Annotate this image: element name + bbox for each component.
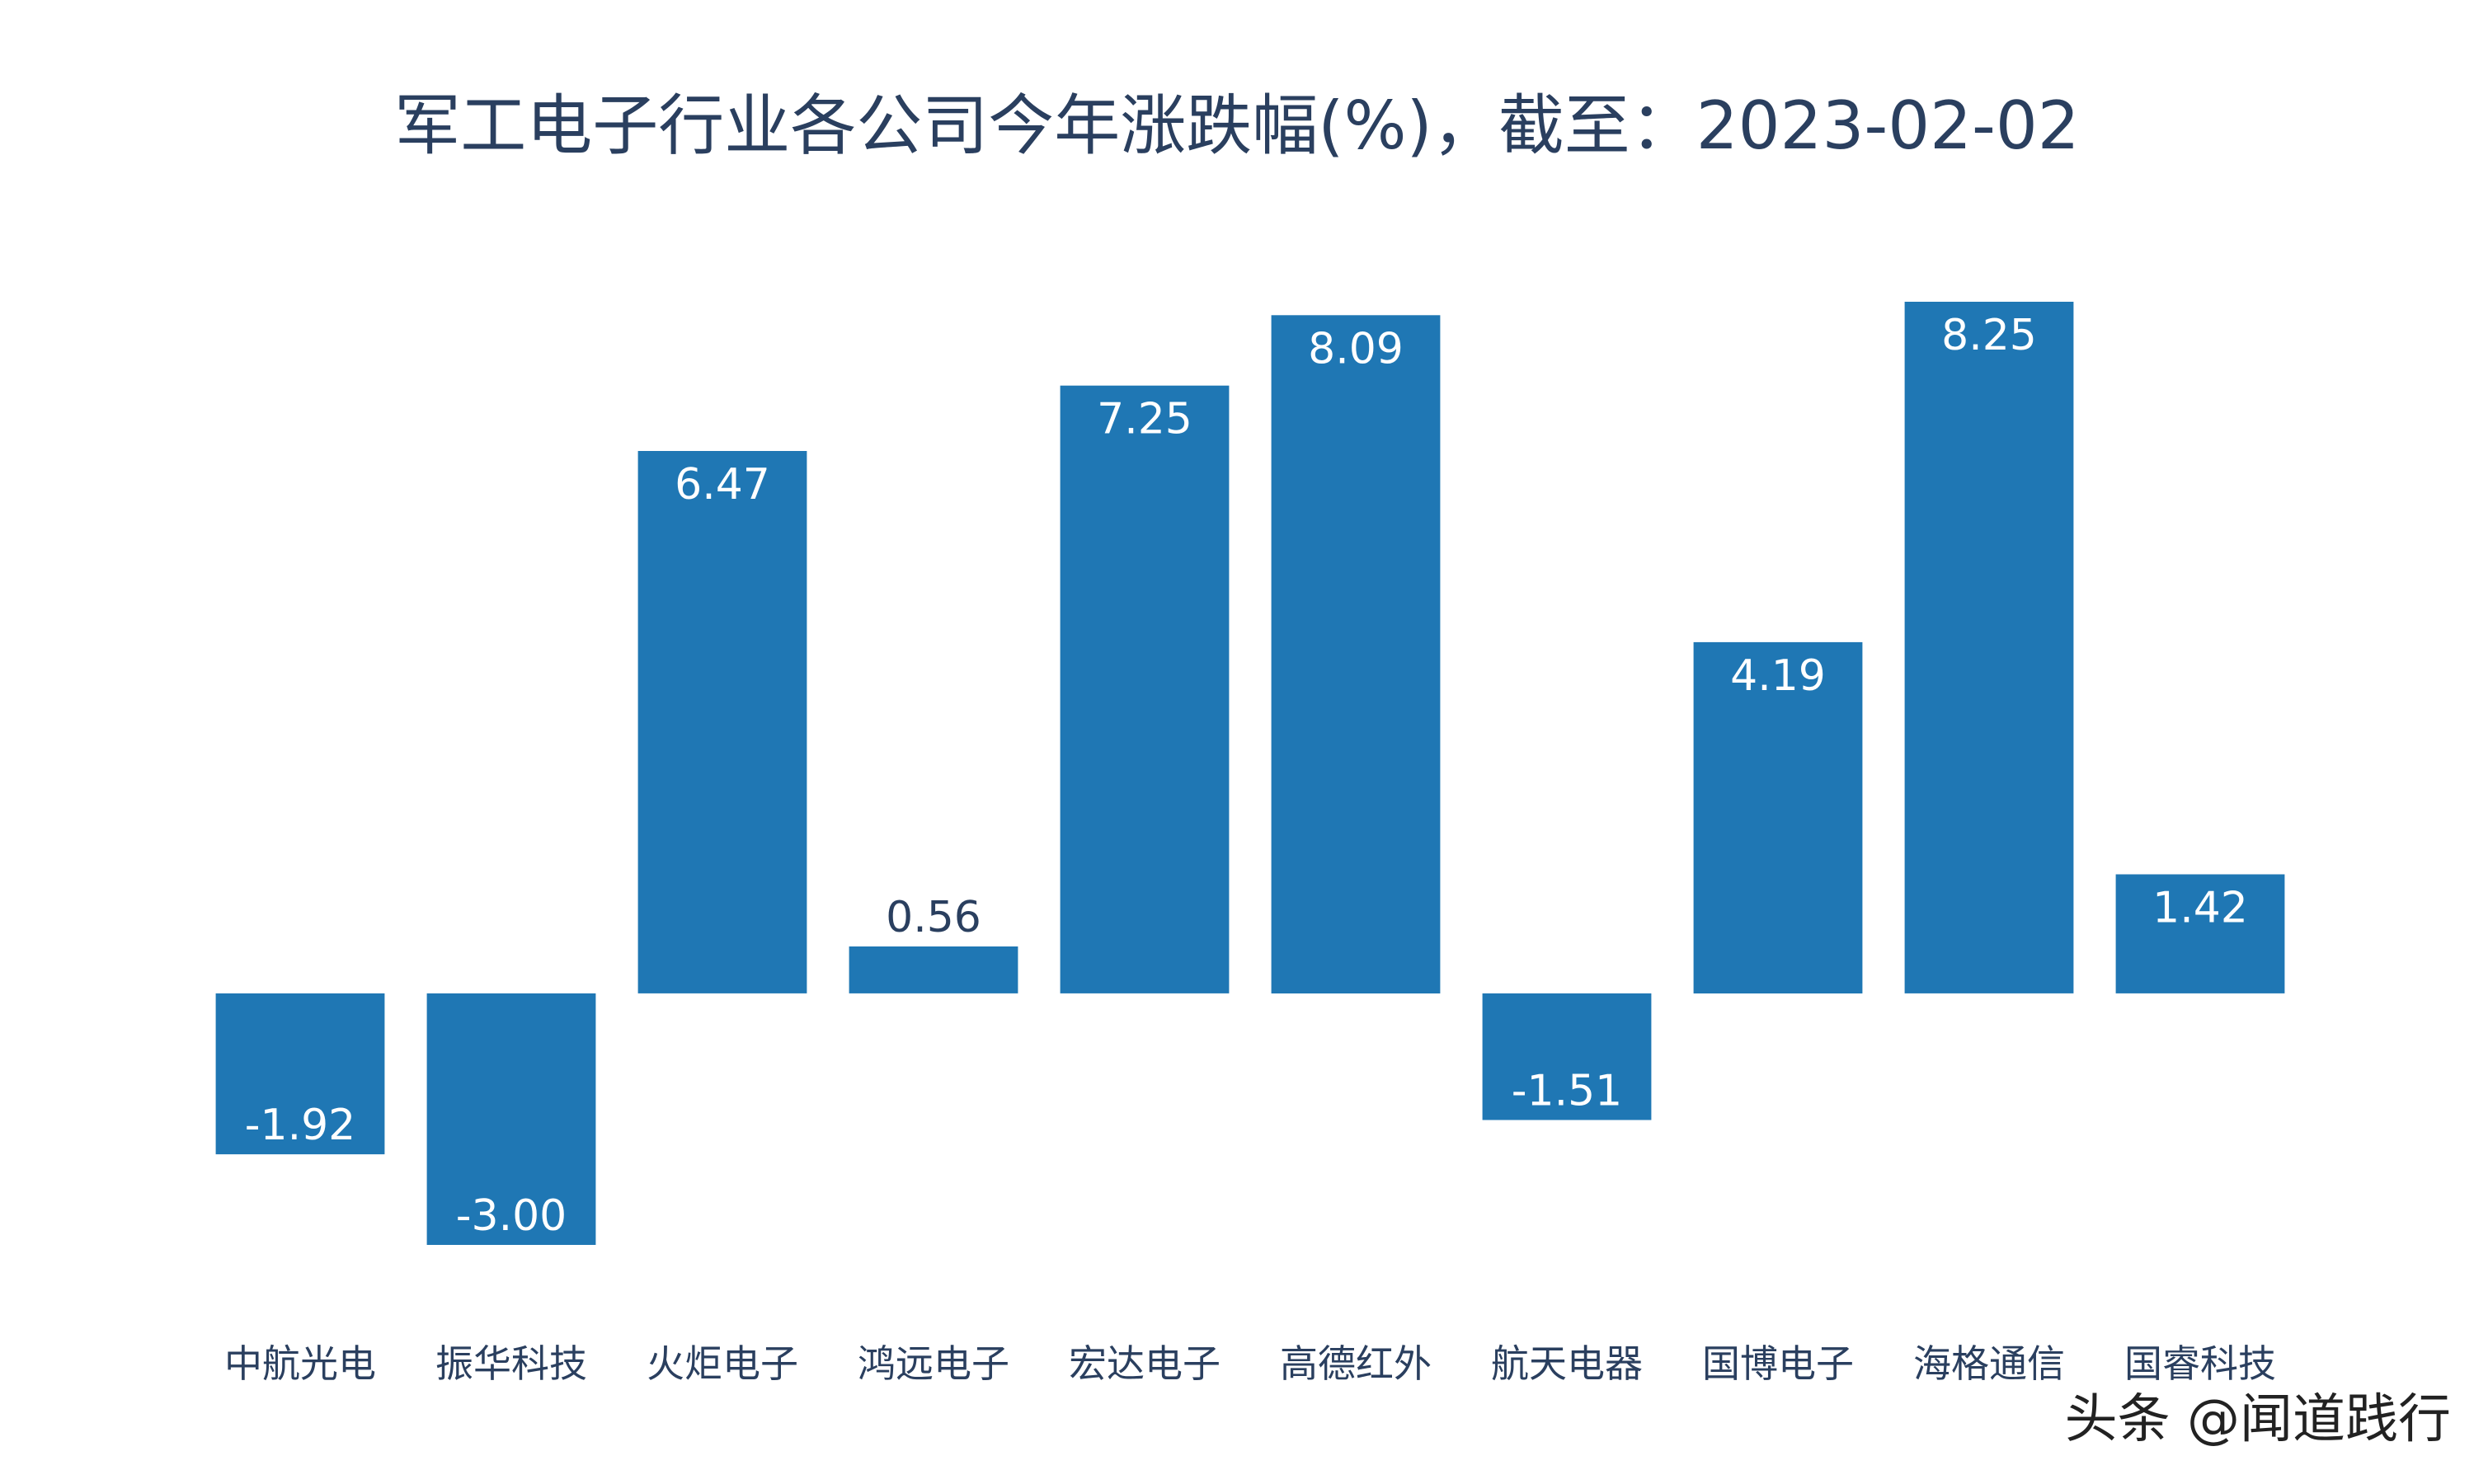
x-tick-label: 火炬电子 <box>647 1341 798 1386</box>
x-tick-label: 国睿科技 <box>2124 1341 2276 1386</box>
bar-value-label: -3.00 <box>456 1191 567 1241</box>
bar-value-label: 0.56 <box>886 893 981 942</box>
bar <box>426 993 596 1245</box>
x-tick-label: 航天电器 <box>1491 1341 1643 1386</box>
bar <box>215 993 385 1155</box>
x-tick-labels-layer: 中航光电 振华科技 火炬电子 鸿远电子 宏达电子 高德红外 航天电器 国博电子 海格通信 国睿科技 <box>224 1341 2276 1386</box>
chart-title: 军工电子行业各公司今年涨跌幅(%)，截至：2023-02-02 <box>394 87 2080 164</box>
watermark-text: 头条 @闻道践行 <box>2064 1389 2451 1450</box>
bar-value-label: 4.19 <box>1730 651 1826 701</box>
bar-value-label: 6.47 <box>675 460 770 510</box>
bar <box>1693 641 1863 993</box>
bar-value-label: 1.42 <box>2152 884 2248 933</box>
x-tick-label: 海格通信 <box>1913 1341 2065 1386</box>
bar <box>637 451 807 993</box>
x-tick-label: 宏达电子 <box>1069 1341 1221 1386</box>
bar-value-label: -1.92 <box>245 1101 356 1150</box>
bar <box>1904 302 2074 993</box>
x-tick-label: 鸿远电子 <box>858 1341 1009 1386</box>
x-tick-label: 中航光电 <box>224 1341 376 1386</box>
bar <box>1060 385 1230 993</box>
bar-value-label: -1.51 <box>1512 1067 1623 1116</box>
bars-layer <box>215 302 2285 1245</box>
value-labels-layer: -1.92 -3.00 6.47 0.56 7.25 8.09 -1.51 4.19 8.25 1… <box>245 311 2248 1241</box>
bar <box>1271 315 1441 993</box>
bar <box>1482 993 1652 1120</box>
bar <box>849 946 1018 993</box>
bar-value-label: 8.09 <box>1308 324 1404 373</box>
x-tick-label: 振华科技 <box>435 1341 587 1386</box>
x-tick-label: 高德红外 <box>1280 1341 1432 1386</box>
bar-value-label: 7.25 <box>1097 395 1192 444</box>
bar-value-label: 8.25 <box>1941 311 2037 360</box>
bar <box>2115 874 2285 993</box>
x-tick-label: 国博电子 <box>1702 1341 1854 1386</box>
